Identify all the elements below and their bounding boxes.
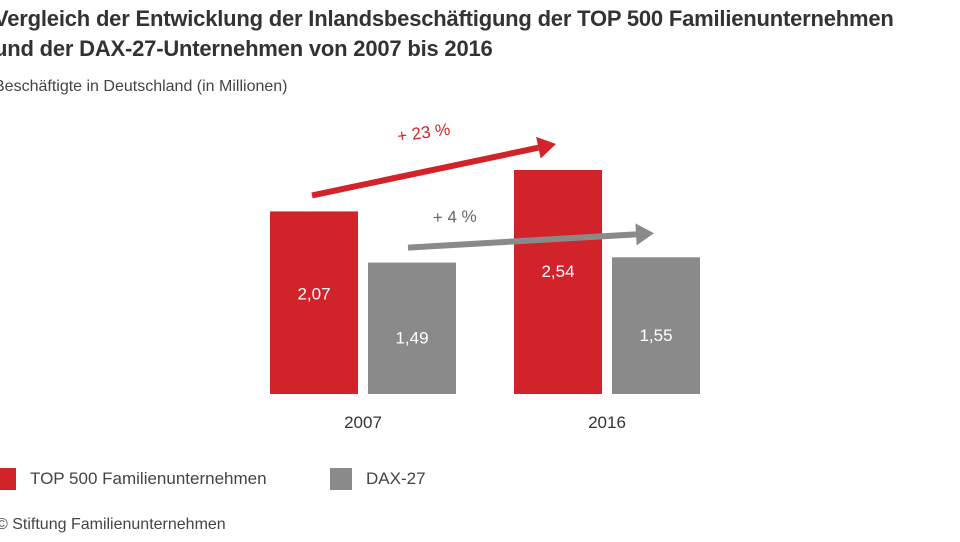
growth-label-dax27: + 4 % <box>432 207 477 228</box>
legend-item-top500: TOP 500 Familienunternehmen <box>0 466 267 492</box>
data-label-dax27-2007: 1,49 <box>395 328 428 347</box>
source-note: © Stiftung Familienunternehmen <box>0 516 226 533</box>
chart-title-line-2: und der DAX-27-Unternehmen von 2007 bis … <box>0 36 493 61</box>
data-label-top500-2016: 2,54 <box>541 262 574 281</box>
legend-swatch-dax27 <box>330 468 352 490</box>
legend-label-top500: TOP 500 Familienunternehmen <box>30 469 267 488</box>
data-label-dax27-2016: 1,55 <box>639 326 672 345</box>
growth-arrow-top500-head <box>536 136 556 159</box>
x-tick-label-2016: 2016 <box>588 413 626 432</box>
legend-label-dax27: DAX-27 <box>366 469 426 488</box>
data-label-top500-2007: 2,07 <box>297 285 330 304</box>
x-tick-label-2007: 2007 <box>344 413 382 432</box>
growth-label-top500: + 23 % <box>396 120 452 146</box>
chart-subtitle: Beschäftigte in Deutschland (in Millione… <box>0 78 288 95</box>
chart-title-line-1: Vergleich der Entwicklung der Inlandsbes… <box>0 6 894 31</box>
bar-dax27-2007 <box>368 262 456 394</box>
growth-arrow-dax27-head <box>635 223 654 246</box>
growth-arrow-dax27-shaft <box>407 231 637 251</box>
growth-arrow-top500-shaft <box>311 144 540 199</box>
bar-dax27-2016 <box>612 257 700 394</box>
bar-top500-2007 <box>270 211 358 394</box>
legend-swatch-top500 <box>0 468 16 490</box>
legend-item-dax27: DAX-27 <box>330 466 426 492</box>
bar-top500-2016 <box>514 169 602 394</box>
